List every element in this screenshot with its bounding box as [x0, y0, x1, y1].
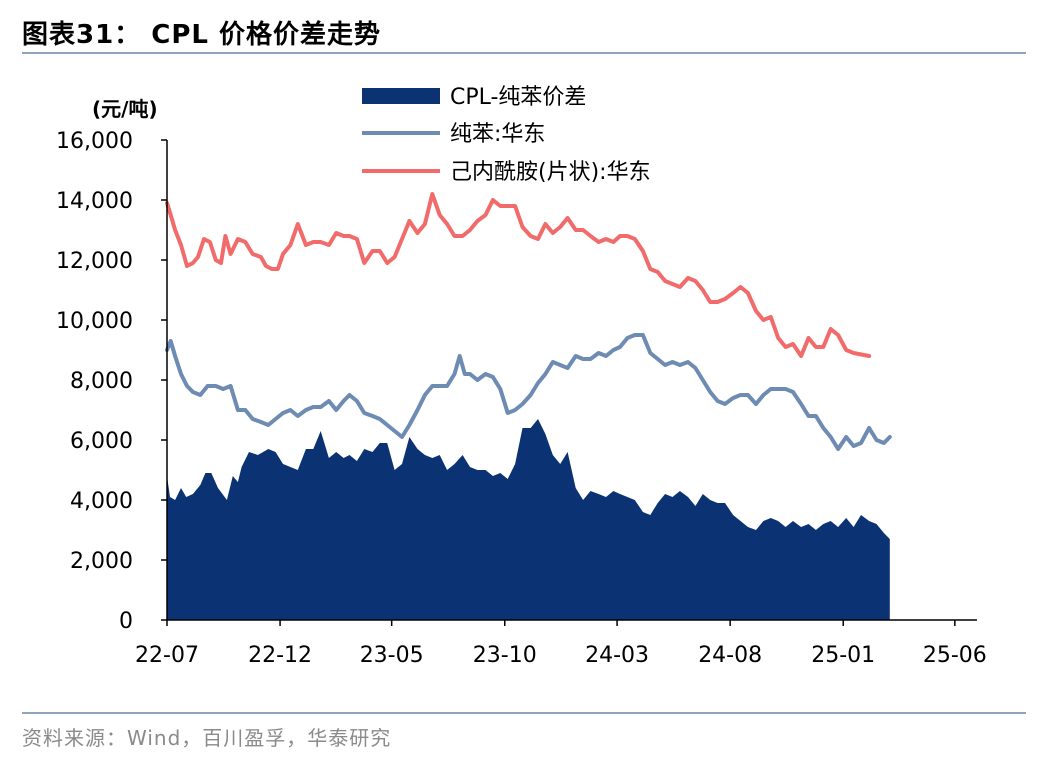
- y-tick-label: 16,000: [56, 129, 133, 154]
- x-tick-label: 22-07: [135, 643, 199, 668]
- y-tick-label: 6,000: [70, 429, 133, 454]
- x-tick-label: 24-08: [698, 643, 762, 668]
- x-tick-label: 23-05: [360, 643, 424, 668]
- x-tick-label: 25-01: [811, 643, 875, 668]
- axes-layer: 0 2,000 4,000 6,000 8,000 10,000 12,000 14,000 1…: [56, 129, 987, 668]
- x-tick-label: 23-10: [473, 643, 537, 668]
- chart-canvas: 0 2,000 4,000 6,000 8,000 10,000 12,000 14,000 1…: [56, 85, 987, 668]
- source-note: 资料来源：Wind，百川盈孚，华泰研究: [22, 726, 392, 750]
- legend-label: CPL-纯苯价差: [450, 85, 586, 110]
- y-axis-unit-label: (元/吨): [92, 97, 158, 121]
- legend-label: 己内酰胺(片状):华东: [450, 160, 651, 185]
- x-tick-label: 24-03: [585, 643, 649, 668]
- y-tick-label: 4,000: [70, 489, 133, 514]
- series-line-caprolactam: [165, 192, 872, 358]
- y-tick-label: 0: [119, 609, 133, 634]
- figure-title: 图表31： CPL 价格价差走势: [22, 20, 381, 50]
- y-tick-label: 12,000: [56, 249, 133, 274]
- legend-swatch-spread: [362, 88, 440, 104]
- source-rule: [22, 712, 1026, 714]
- title-rule: [22, 52, 1026, 54]
- y-tick-label: 14,000: [56, 189, 133, 214]
- series-line-benzene: [165, 333, 892, 451]
- series-area-spread: [167, 419, 890, 620]
- x-tick-label: 22-12: [248, 643, 312, 668]
- y-tick-label: 2,000: [70, 549, 133, 574]
- legend-label: 纯苯:华东: [450, 122, 545, 147]
- y-tick-label: 8,000: [70, 369, 133, 394]
- x-tick-label: 25-06: [923, 643, 987, 668]
- line-series-layer: [165, 192, 892, 451]
- y-tick-label: 10,000: [56, 309, 133, 334]
- spread-area-layer: [167, 419, 890, 620]
